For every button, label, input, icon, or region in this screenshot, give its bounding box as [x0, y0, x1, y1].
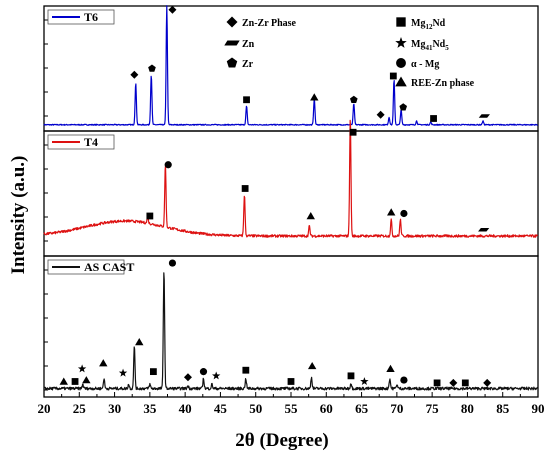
key-label: Mg12Nd — [411, 18, 446, 31]
phase-marker-triangle — [306, 212, 315, 220]
x-tick-label: 60 — [320, 401, 333, 416]
phase-marker-triangle — [310, 93, 319, 101]
key-marker-star — [395, 36, 407, 48]
legend-label: AS CAST — [84, 260, 134, 274]
key-label: Zn — [242, 39, 255, 50]
x-tick-label: 20 — [38, 401, 51, 416]
phase-marker-triangle — [135, 338, 144, 346]
phase-marker-square — [349, 128, 357, 136]
x-tick-label: 45 — [214, 401, 228, 416]
phase-marker-triangle — [386, 364, 395, 372]
key-marker-dash — [224, 40, 240, 46]
key-marker-diamond — [226, 16, 238, 28]
y-axis-title: Intensity (a.u.) — [8, 156, 29, 275]
series-legends: T6 T4 AS CAST — [47, 9, 134, 275]
key-label: Zr — [242, 59, 254, 70]
phase-marker-dash — [478, 227, 490, 232]
phase-marker-square — [433, 379, 441, 387]
phase-marker-pentagon — [399, 103, 408, 111]
phase-marker-square — [149, 368, 157, 376]
phase-marker-square — [287, 378, 295, 385]
key-label: Zn-Zr Phase — [242, 18, 297, 29]
phase-marker-square — [71, 378, 79, 385]
phase-marker-square — [241, 185, 249, 192]
series-line-t4 — [43, 119, 539, 238]
phase-marker-star — [360, 377, 369, 386]
x-tick-label: 85 — [496, 401, 510, 416]
legend-box — [47, 134, 115, 150]
phase-marker-square — [146, 212, 154, 220]
series-line-t6 — [43, 5, 539, 126]
phase-marker-diamond — [168, 5, 177, 14]
legend-label: T4 — [84, 135, 98, 149]
phase-marker-diamond — [183, 373, 192, 382]
phase-marker-triangle — [307, 361, 317, 370]
key-label: REE-Zn phase — [411, 78, 475, 89]
phase-marker-pentagon — [350, 95, 358, 103]
legend-box — [47, 9, 115, 25]
x-tick-label: 55 — [285, 401, 299, 416]
phase-marker-square — [242, 366, 250, 374]
x-tick-label: 80 — [461, 401, 474, 416]
x-tick-label: 25 — [73, 401, 87, 416]
series-line-as-cast — [43, 272, 539, 391]
phase-marker-triangle — [99, 359, 108, 367]
x-tick-label: 40 — [179, 401, 192, 416]
phase-marker-diamond — [130, 70, 139, 79]
series-traces — [43, 5, 539, 391]
phase-marker-circle — [400, 209, 408, 218]
legend-box — [47, 259, 125, 275]
phase-marker-circle — [400, 376, 408, 384]
key-marker-pentagon — [226, 57, 238, 68]
x-tick-label: 30 — [108, 401, 121, 416]
x-tick-label: 50 — [249, 401, 262, 416]
phase-marker-star — [118, 368, 128, 377]
x-axis-title: 2θ (Degree) — [235, 430, 328, 451]
x-tick-label: 90 — [532, 401, 545, 416]
phase-markers — [59, 5, 492, 387]
phase-marker-diamond — [483, 378, 492, 387]
phase-marker-square — [243, 96, 250, 104]
x-tick-label: 65 — [355, 401, 369, 416]
phase-marker-triangle — [387, 208, 396, 216]
key-label: α - Mg — [411, 59, 439, 70]
phase-marker-diamond — [449, 378, 458, 387]
phase-marker-square — [430, 115, 437, 122]
x-tick-label: 75 — [426, 401, 440, 416]
key-label: Mg41Nd5 — [411, 39, 449, 52]
key-marker-square — [396, 17, 406, 27]
x-tick-label: 70 — [390, 401, 403, 416]
key-marker-triangle — [395, 76, 407, 87]
key-marker-circle — [396, 58, 406, 68]
phase-marker-dash — [478, 114, 490, 118]
x-axis-ticks: 20 25 30 35 40 45 50 55 60 65 70 75 80 85 90 — [38, 19, 545, 416]
phase-marker-square — [389, 72, 397, 80]
phase-marker-diamond — [376, 110, 385, 119]
phase-marker-circle — [199, 368, 208, 376]
phase-key: Zn-Zr Phase Zn Zr Mg12Nd Mg41Nd5 α - Mg REE-Zn… — [224, 16, 475, 89]
phase-marker-circle — [164, 161, 172, 169]
phase-marker-star — [212, 371, 221, 380]
x-tick-label: 35 — [143, 401, 157, 416]
phase-marker-pentagon — [148, 64, 156, 72]
phase-marker-square — [461, 379, 469, 387]
phase-marker-square — [347, 372, 355, 380]
phase-marker-star — [77, 364, 87, 373]
phase-marker-triangle — [82, 376, 91, 384]
legend-label: T6 — [84, 10, 98, 24]
phase-marker-circle — [168, 259, 177, 267]
phase-marker-triangle — [59, 377, 68, 385]
